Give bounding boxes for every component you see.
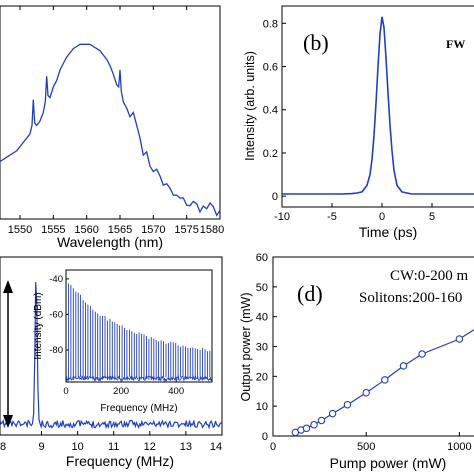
panel-a-x-tick-label: 1560 [74,224,98,236]
panel-c-x-tick-label: 9 [38,441,44,453]
panel-c-x-tick-label: 13 [180,441,192,453]
panel-c-x-tick-label: 8 [0,441,6,453]
panel-b-x-tick-label: -10 [274,211,290,223]
panel-d-data-point [328,409,337,418]
panel-d-x-tick-label: 500 [357,441,375,453]
panel-d-y-tick-label: 40 [256,312,268,324]
panel-d-x-axis-label: Pump power (mW) [330,455,447,471]
panel-d-data-point [399,362,408,370]
panel-a-x-axis-label: Wavelength (nm) [57,234,163,250]
panel-b-annotation: FW [446,37,465,51]
panel-b-x-tick-label: 5 [429,211,435,223]
panel-b-y-tick-label: 0.2 [263,148,278,160]
panel-d-y-tick-label: 30 [256,342,268,354]
panel-c-inset-x-tick-label: 200 [113,386,129,397]
panel-d-data-point [455,335,464,343]
panel-b-x-tick-label: -5 [327,211,337,223]
panel-c-inset: 0 200 400 -40 -60 -80 Frequency (MHz) Intensi… [33,269,213,414]
panel-d-x-tick-label: 1000 [447,441,471,453]
panel-a-x-tick-label: 1565 [108,224,132,236]
panel-a-x-tick-label: 1555 [41,224,65,236]
panel-d-annotation-cw: CW:0-200 m [390,268,469,284]
panel-d: 0 500 1000 0 10 20 30 40 50 60 (d) CW:0-200 m Sol… [239,252,474,471]
panel-b-y-axis-label: Intensity (arb. units) [243,51,257,161]
panel-a-x-tick-label: 1550 [8,224,32,236]
panel-c-inset-x-axis-label: Frequency (MHz) [100,403,177,414]
panel-d-y-axis-label: Output power (mW) [239,292,253,401]
panel-d-data-point [302,424,311,432]
panel-a-x-tick-label: 1580 [200,224,224,236]
panel-d-data-point [317,416,326,425]
panel-d-y-tick-label: 50 [256,282,268,294]
panel-c-x-tick-label: 14 [210,441,222,453]
panel-d-data-point [362,388,370,397]
panel-d-y-tick-label: 60 [256,252,268,264]
panel-b-x-axis-label: Time (ps) [359,224,418,240]
panel-c-x-tick-label: 10 [71,441,83,453]
panel-a-frame [0,5,221,220]
panel-c-inset-x-tick-label: 400 [168,386,184,397]
panel-b-x-tick-label: 0 [379,211,385,223]
panel-d-data-point [343,400,352,409]
panel-b-y-tick-label: 0 [272,191,278,203]
panel-b-label: (b) [303,30,329,55]
panel-a-x-tick-label: 1570 [141,224,165,236]
panel-d-x-tick-label: 0 [270,441,276,453]
panel-c-x-tick-label: 12 [144,441,156,453]
panel-d-data-point [310,420,318,429]
panel-c-inset-noise-floor [65,375,212,382]
panel-c-inset-comb-lines [65,283,212,382]
panel-d-y-tick-label: 20 [256,371,268,383]
panel-c-inset-y-tick-label: -60 [49,309,63,320]
panel-d-y-tick-label: 0 [262,431,268,443]
panel-a-x-tick-label: 1575 [174,224,198,236]
panel-b: -10-5051000.20.40.60.8 (b) FW Time (ps) … [243,5,474,240]
panel-c-double-arrow [3,280,13,428]
panel-c-inset-y-axis-label: Intensity (dBm) [33,292,44,359]
panel-d-label: (d) [297,281,323,306]
panel-c: 9 10 11 12 13 14 8 Frequency (MHz) 0 200 400 -40 -… [0,256,223,469]
panel-c-inset-x-tick-label: 0 [63,386,68,397]
panel-c-inset-y-tick-label: -40 [49,274,63,285]
panel-a: 1550 1555 1560 1565 1570 1575 1580 Wavelength … [0,5,224,250]
panel-b-y-tick-label: 0.8 [263,18,278,30]
panel-c-rf-spectrum-line [0,282,223,430]
panel-c-x-tick-label: 11 [108,441,119,453]
panel-d-data-point [381,376,389,384]
panel-b-pulse-line [282,16,474,195]
panel-d-data-point [418,350,426,358]
panel-c-x-axis-label: Frequency (MHz) [66,453,174,469]
panel-b-y-tick-label: 0.4 [263,105,278,117]
panel-b-y-tick-label: 0.6 [263,62,278,74]
panel-a-spectrum-line [0,43,221,217]
panel-d-y-tick-label: 10 [256,401,268,413]
panel-b-frame [281,5,474,208]
panel-c-inset-y-tick-label: -80 [49,345,63,356]
panel-d-markers [291,335,464,437]
panel-d-annotation-solitons: Solitons:200-160 [359,290,462,306]
